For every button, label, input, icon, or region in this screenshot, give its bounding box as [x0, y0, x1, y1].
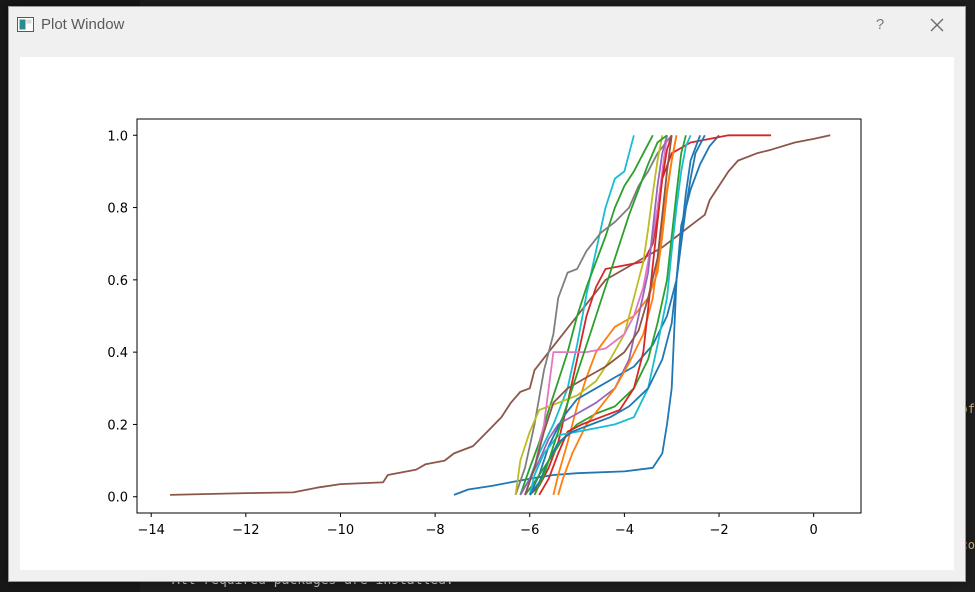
close-button[interactable] [921, 11, 953, 39]
y-tick-label: 0.6 [107, 274, 128, 289]
plot-window: Plot Window ? −14 −12 −10 −8 −6 −4 −2 0 0.0 0.2 0… [8, 6, 966, 582]
y-tick-label: 0.8 [107, 202, 128, 217]
series-line-17 [529, 134, 701, 496]
series-line-14 [538, 135, 673, 496]
series-line-2 [453, 134, 720, 496]
help-button[interactable]: ? [875, 16, 885, 33]
x-axis: −14 −12 −10 −8 −6 −4 −2 0 [137, 513, 818, 538]
series-line-6 [529, 134, 772, 496]
y-axis: 0.0 0.2 0.4 0.6 0.8 1.0 [107, 129, 137, 506]
plot-window-icon [17, 17, 34, 32]
line-chart: −14 −12 −10 −8 −6 −4 −2 0 0.0 0.2 0.4 0.6 0.8 1.0 [107, 118, 862, 538]
series-line-13 [557, 135, 678, 496]
series-line-9 [524, 135, 668, 496]
y-tick-label: 0.2 [107, 418, 128, 433]
x-tick-label: −6 [520, 523, 539, 538]
x-tick-label: −10 [327, 523, 354, 538]
series-line-11 [528, 134, 706, 496]
x-tick-label: −2 [709, 523, 728, 538]
y-tick-label: 1.0 [107, 129, 128, 144]
x-tick-label: −12 [232, 523, 259, 538]
close-icon [921, 18, 953, 43]
series-line-8 [514, 135, 664, 496]
x-tick-label: −4 [615, 523, 634, 538]
plot-frame [136, 118, 862, 514]
y-tick-label: 0.4 [107, 346, 128, 361]
series-line-15 [528, 134, 692, 496]
x-tick-label: −8 [426, 523, 445, 538]
title-bar[interactable]: Plot Window ? [9, 7, 965, 43]
series-layer [170, 134, 831, 496]
series-line-1 [170, 134, 831, 496]
x-tick-label: −14 [137, 523, 164, 538]
series-line-18 [533, 134, 668, 496]
plot-canvas[interactable]: −14 −12 −10 −8 −6 −4 −2 0 0.0 0.2 0.4 0.6 0.8 1.0 [20, 57, 954, 570]
window-title: Plot Window [41, 16, 125, 33]
x-tick-label: 0 [810, 523, 818, 538]
series-line-16 [524, 135, 673, 496]
y-tick-label: 0.0 [107, 491, 128, 506]
